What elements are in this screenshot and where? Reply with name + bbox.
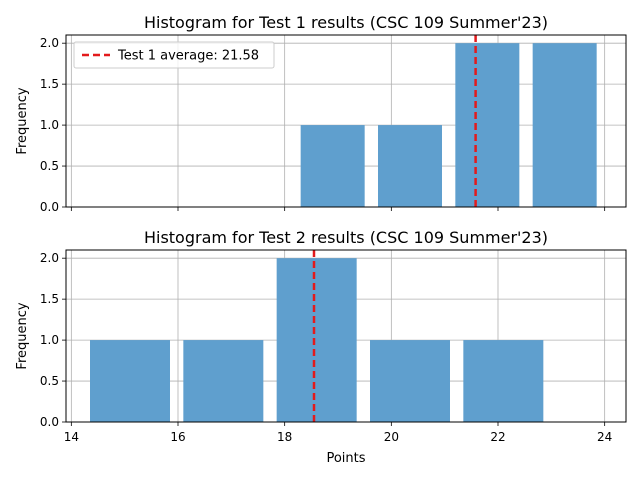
test2-histogram-panel: 14 16 18 20 22 24 0.0 0.5 1.0 1.5 2.0 Histogram f… [15, 228, 627, 466]
test1-title: Histogram for Test 1 results (CSC 109 Su… [144, 13, 548, 32]
test2-x-tick-label: 14 [64, 430, 79, 444]
test1-y-tick-label: 2.0 [40, 36, 59, 50]
test2-x-axis-label: Points [326, 451, 365, 466]
test2-y-axis-label: Frequency [15, 302, 30, 369]
test1-histogram-bar [300, 125, 365, 207]
test2-y-tick-label: 1.0 [40, 333, 59, 347]
test1-histogram-bar [378, 125, 442, 207]
test1-histogram-bar [455, 43, 520, 207]
legend-box [73, 41, 275, 69]
test2-histogram-bar [183, 340, 264, 422]
test2-histogram-bar [276, 258, 357, 422]
test1-axes-frame [65, 34, 627, 208]
test2-histogram-bar [370, 340, 450, 422]
test2-y-tick-label: 0.5 [40, 374, 59, 388]
test2-y-tick-label: 0.0 [40, 415, 59, 429]
test1-bars [300, 43, 597, 207]
test1-y-tick-label: 0.5 [40, 159, 59, 173]
test2-y-ticks: 0.0 0.5 1.0 1.5 2.0 [40, 251, 66, 429]
test2-axes-frame [65, 249, 627, 423]
test2-x-tick-label: 18 [277, 430, 292, 444]
test2-y-tick-label: 2.0 [40, 251, 59, 265]
test2-title: Histogram for Test 2 results (CSC 109 Su… [144, 228, 548, 247]
test1-histogram-panel: 0.0 0.5 1.0 1.5 2.0 Histogram for Test 1 res… [15, 13, 627, 214]
test1-y-ticks: 0.0 0.5 1.0 1.5 2.0 [40, 36, 66, 214]
test2-bars [90, 258, 544, 422]
test2-histogram-bar [90, 340, 170, 422]
test2-x-ticks: 14 16 18 20 22 24 [64, 422, 612, 444]
test1-histogram-bar [532, 43, 597, 207]
test1-x-ticks [70, 207, 606, 211]
test1-y-tick-label: 0.0 [40, 200, 59, 214]
test1-y-axis-label: Frequency [15, 87, 30, 154]
test2-histogram-bar [463, 340, 544, 422]
legend-label: Test 1 average: 21.58 [117, 49, 259, 64]
test1-y-tick-label: 1.5 [40, 77, 59, 91]
test2-x-tick-label: 22 [490, 430, 505, 444]
test2-y-tick-label: 1.5 [40, 292, 59, 306]
test1-legend: Test 1 average: 21.58 [73, 41, 275, 69]
test2-x-tick-label: 24 [597, 430, 612, 444]
test2-x-tick-label: 16 [170, 430, 185, 444]
test2-x-tick-label: 20 [384, 430, 399, 444]
test1-y-tick-label: 1.0 [40, 118, 59, 132]
